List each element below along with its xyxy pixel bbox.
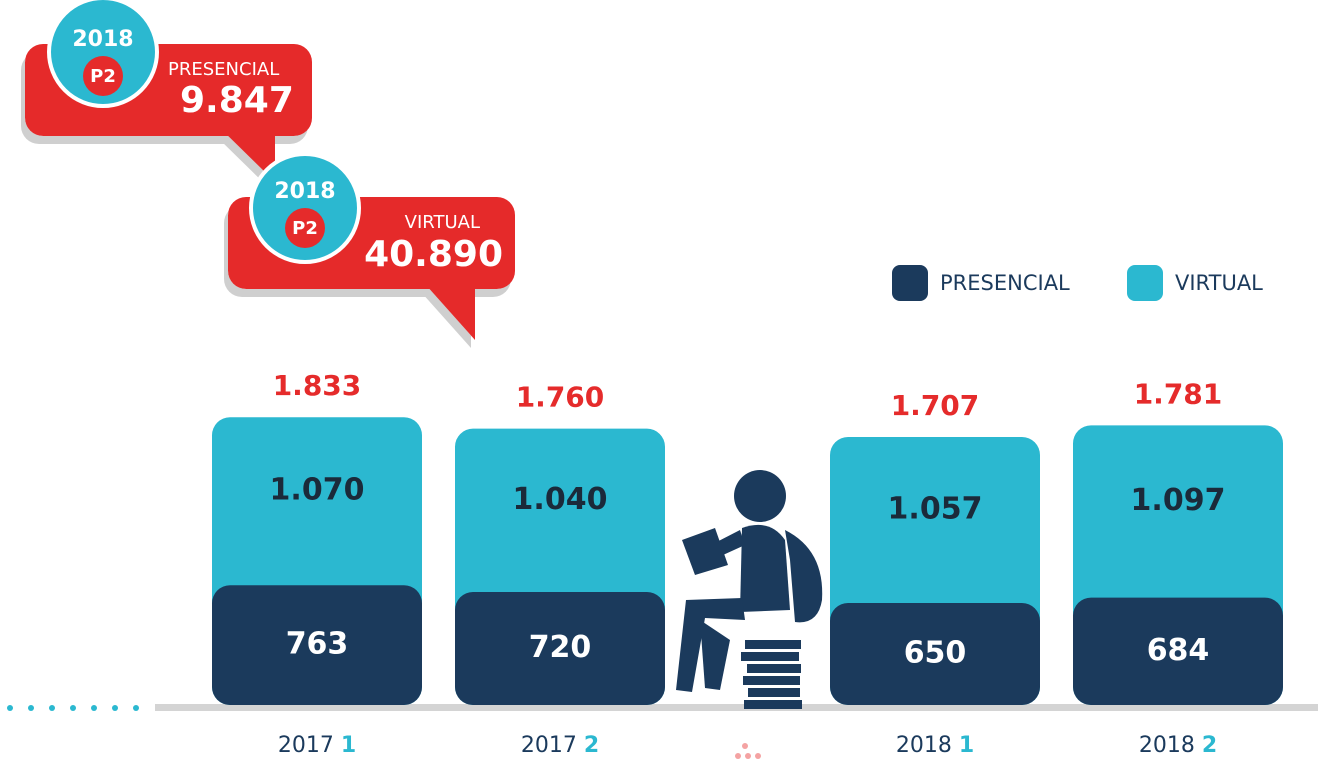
data-label: 650 bbox=[904, 635, 967, 670]
x-tick-label: 2017 2 bbox=[521, 733, 599, 758]
bar-segment bbox=[212, 585, 422, 705]
bar-segment bbox=[830, 602, 1040, 705]
student-icon bbox=[676, 470, 823, 709]
callout-year: 2018 bbox=[72, 27, 133, 52]
x-tick-label: 2017 1 bbox=[278, 733, 356, 758]
callout-value: 9.847 bbox=[180, 80, 294, 121]
callout-label: PRESENCIAL bbox=[168, 59, 279, 80]
baseline bbox=[155, 704, 1318, 711]
bar-segment bbox=[1073, 597, 1283, 705]
callout-year: 2018 bbox=[274, 179, 335, 204]
data-label: 684 bbox=[1147, 633, 1210, 668]
small-dots bbox=[735, 743, 761, 759]
total-label: 1.760 bbox=[516, 381, 605, 414]
legend-swatch bbox=[1127, 265, 1163, 301]
callout-period: P2 bbox=[90, 66, 116, 87]
callout-label: VIRTUAL bbox=[405, 212, 480, 233]
data-label: 720 bbox=[529, 630, 592, 665]
data-label: 1.070 bbox=[270, 473, 365, 508]
callout-value: 40.890 bbox=[364, 234, 503, 275]
total-label: 1.833 bbox=[273, 369, 362, 402]
legend-swatch bbox=[892, 265, 928, 301]
total-label: 1.781 bbox=[1134, 377, 1223, 410]
legend-label: VIRTUAL bbox=[1175, 271, 1263, 295]
x-tick-label: 2018 1 bbox=[896, 733, 974, 758]
data-label: 1.040 bbox=[513, 482, 608, 517]
data-label: 1.097 bbox=[1131, 483, 1226, 518]
callout-period: P2 bbox=[292, 218, 318, 239]
bar-segment bbox=[455, 591, 665, 705]
data-label: 763 bbox=[286, 627, 349, 662]
data-label: 1.057 bbox=[888, 491, 983, 526]
legend-label: PRESENCIAL bbox=[940, 271, 1070, 295]
total-label: 1.707 bbox=[891, 389, 980, 422]
dots bbox=[7, 705, 139, 711]
x-tick-label: 2018 2 bbox=[1139, 733, 1217, 758]
callout-shapes bbox=[25, 0, 515, 340]
